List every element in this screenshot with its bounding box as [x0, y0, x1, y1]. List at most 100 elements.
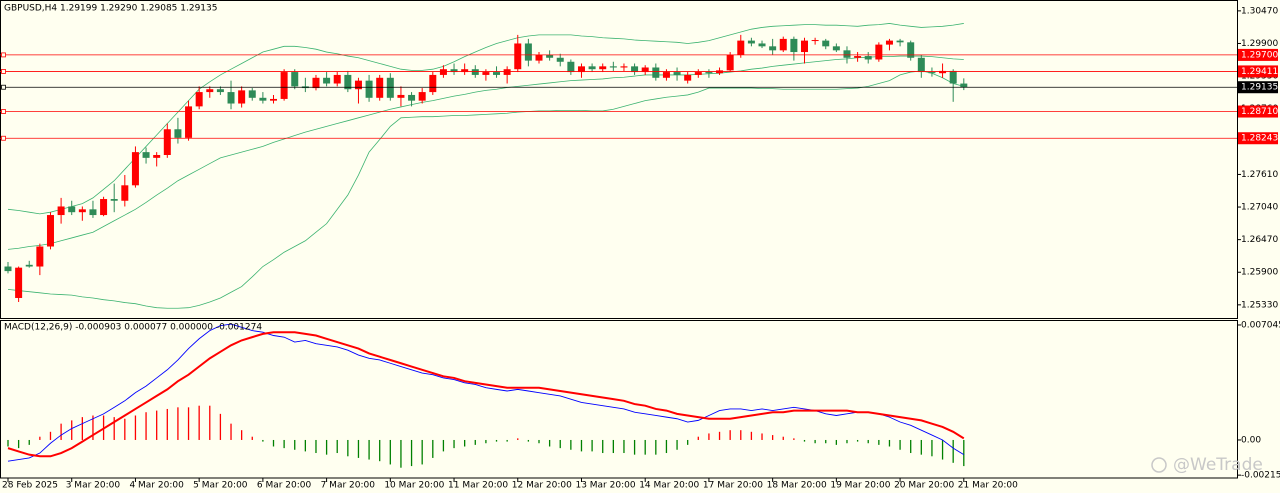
candle-body	[694, 72, 702, 75]
candle-body	[917, 57, 925, 73]
x-tick-label: 17 Mar 20:00	[703, 481, 763, 491]
candle-body	[408, 94, 416, 101]
x-tick-label: 21 Mar 20:00	[958, 481, 1018, 491]
candle-body	[514, 43, 522, 70]
candle-body	[15, 267, 23, 298]
bollinger-band	[7, 70, 964, 309]
candle-body	[365, 80, 373, 98]
candle-body	[333, 74, 341, 84]
candle-body	[36, 246, 44, 267]
candle-body	[386, 77, 394, 98]
y-tick-label: 1.26470	[1241, 235, 1278, 245]
candle-body	[248, 90, 256, 98]
candle-body	[57, 206, 65, 216]
x-tick-label: 7 Mar 20:00	[321, 481, 376, 491]
candle-body	[163, 129, 171, 155]
candle-body	[832, 46, 840, 51]
candle-body	[577, 66, 585, 73]
candle-body	[429, 74, 437, 93]
x-tick-label: 13 Mar 20:00	[575, 481, 635, 491]
candle-body	[110, 199, 118, 201]
candle-body	[68, 206, 76, 213]
x-tick-label: 5 Mar 20:00	[193, 481, 248, 491]
candle-body	[769, 46, 777, 51]
candle-body	[896, 40, 904, 43]
candle-body	[928, 72, 936, 74]
candle-body	[535, 54, 543, 61]
candle-body	[684, 74, 692, 81]
y-tick-label: 1.27610	[1241, 170, 1278, 180]
candle-body	[705, 72, 713, 74]
x-tick-label: 18 Mar 20:00	[767, 481, 827, 491]
level-handle	[1, 135, 6, 141]
candle-body	[599, 66, 607, 70]
level-label-box	[1238, 65, 1278, 78]
macd-line	[7, 323, 965, 462]
candle-body	[620, 66, 628, 68]
candle-body	[439, 69, 447, 75]
candle-body	[354, 80, 362, 90]
y-tick-label: 0.007045	[1241, 320, 1280, 330]
candle-body	[280, 72, 288, 99]
y-tick-label: 1.25330	[1241, 300, 1278, 310]
candle-body	[907, 42, 915, 58]
x-tick-label: 6 Mar 20:00	[257, 481, 312, 491]
candle-body	[153, 154, 161, 158]
candle-body	[376, 77, 384, 98]
candle-body	[185, 106, 193, 138]
macd-title: MACD(12,26,9) -0.000903 0.000077 0.00000…	[4, 323, 262, 333]
candle-body	[174, 129, 182, 138]
candle-body	[588, 66, 596, 70]
x-tick-label: 3 Mar 20:00	[66, 481, 121, 491]
level-handle	[1, 52, 6, 58]
candle-body	[758, 43, 766, 47]
candle-body	[546, 54, 554, 58]
candle-body	[131, 152, 139, 186]
candle-body	[291, 72, 299, 87]
candle-body	[238, 90, 246, 104]
level-label: 1.28710	[1241, 107, 1278, 117]
candle-body	[811, 40, 819, 42]
candle-body	[142, 152, 150, 158]
x-tick-label: 12 Mar 20:00	[512, 481, 572, 491]
candle-body	[641, 67, 649, 73]
level-label: 1.29135	[1241, 83, 1278, 93]
level-label: 1.29700	[1241, 50, 1278, 60]
chart-title: GBPUSD,H4 1.29199 1.29290 1.29085 1.2913…	[4, 4, 217, 14]
candle-body	[885, 40, 893, 45]
candle-body	[801, 40, 808, 53]
candle-body	[631, 66, 639, 73]
y-tick-label: 0.00	[1241, 435, 1261, 445]
candle-body	[556, 57, 564, 62]
level-label: 1.28243	[1241, 134, 1278, 144]
macd-panel-frame	[0, 320, 1238, 479]
x-tick-label: 28 Feb 2025	[2, 481, 58, 491]
y-tick-label: 1.30470	[1241, 6, 1278, 16]
y-tick-label: 1.29900	[1241, 39, 1278, 49]
candle-body	[567, 61, 575, 73]
watermark: @WeTrade	[1173, 455, 1263, 475]
candle-body	[960, 83, 968, 88]
candle-body	[939, 70, 947, 74]
y-tick-label: 1.25900	[1241, 268, 1278, 278]
candle-body	[843, 50, 851, 58]
price-panel-frame	[0, 0, 1238, 319]
level-label-box	[1238, 48, 1278, 61]
y-tick-label: -0.002155	[1241, 471, 1280, 481]
signal-line	[7, 331, 965, 458]
candle-body	[482, 72, 490, 75]
candle-body	[206, 89, 214, 93]
candle-body	[227, 92, 235, 104]
candle-body	[609, 66, 617, 68]
candle-body	[747, 40, 755, 44]
candle-body	[726, 54, 734, 71]
candle-body	[25, 264, 33, 267]
candle-body	[259, 97, 267, 101]
candle-body	[46, 215, 54, 247]
candle-body	[790, 38, 798, 53]
x-tick-label: 4 Mar 20:00	[129, 481, 184, 491]
level-label-box	[1238, 105, 1278, 118]
candle-body	[89, 209, 97, 216]
macd-layer	[7, 323, 965, 468]
